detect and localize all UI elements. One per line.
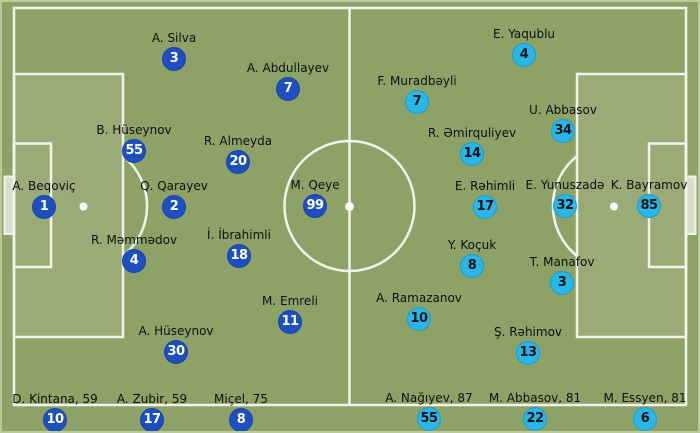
player-number-badge[interactable]: 22 xyxy=(523,407,547,431)
player-name: Y. Koçuk xyxy=(447,238,497,252)
penalty-spot-left xyxy=(79,202,88,211)
player-number-badge[interactable]: 3 xyxy=(162,47,186,71)
player-number-badge[interactable]: 32 xyxy=(553,194,577,218)
player-number-badge[interactable]: 55 xyxy=(417,407,441,431)
player-number-badge[interactable]: 55 xyxy=(122,139,146,163)
player-number-badge[interactable]: 6 xyxy=(633,407,657,431)
penalty-area-right xyxy=(575,72,688,339)
player-name: Q. Qarayev xyxy=(140,179,208,193)
player-number-badge[interactable]: 99 xyxy=(303,194,327,218)
player-number-badge[interactable]: 8 xyxy=(460,254,484,278)
player-name: R. Məmmədov xyxy=(90,233,178,247)
player-name: K. Bayramov xyxy=(610,178,688,192)
player-number-badge[interactable]: 13 xyxy=(516,341,540,365)
player-number-badge[interactable]: 4 xyxy=(512,43,536,67)
player-name: M. Qeye xyxy=(290,178,340,192)
substitute-name: M. Essyen, 81 xyxy=(603,391,687,405)
player-number-badge[interactable]: 10 xyxy=(43,408,67,432)
substitute-name: Miçel, 75 xyxy=(214,392,268,406)
player-number-badge[interactable]: 20 xyxy=(226,150,250,174)
player-number-badge[interactable]: 1 xyxy=(32,195,56,219)
center-spot xyxy=(345,202,354,211)
penalty-spot-right xyxy=(610,202,618,211)
player-name: İ. İbrahimli xyxy=(207,228,271,242)
substitute-name: M. Abbasov, 81 xyxy=(488,391,582,405)
player-name: R. Almeyda xyxy=(203,134,273,148)
penalty-arc-right xyxy=(551,155,578,257)
player-name: A. Silva xyxy=(151,31,197,45)
player-number-badge[interactable]: 14 xyxy=(460,142,484,166)
player-number-badge[interactable]: 7 xyxy=(276,77,300,101)
player-name: A. Abdullayev xyxy=(246,61,330,75)
substitute-name: A. Nağıyev, 87 xyxy=(385,391,473,405)
player-name: E. Yaqublu xyxy=(492,27,556,41)
player-number-badge[interactable]: 30 xyxy=(164,340,188,364)
player-name: E. Yunuszadə xyxy=(525,178,605,192)
player-name: M. Emreli xyxy=(262,294,318,308)
player-number-badge[interactable]: 3 xyxy=(550,271,574,295)
player-number-badge[interactable]: 8 xyxy=(229,408,253,432)
player-name: A. Beqoviç xyxy=(12,179,76,193)
player-number-badge[interactable]: 11 xyxy=(278,310,302,334)
goal-right xyxy=(685,175,697,235)
player-name: F. Muradbəyli xyxy=(377,74,457,88)
player-number-badge[interactable]: 18 xyxy=(227,244,251,268)
player-number-badge[interactable]: 10 xyxy=(407,307,431,331)
penalty-area-left xyxy=(12,72,125,339)
substitute-name: A. Zubir, 59 xyxy=(116,392,188,406)
player-name: R. Əmirquliyev xyxy=(427,126,517,140)
player-name: Ş. Rəhimov xyxy=(493,325,563,339)
penalty-arc-left xyxy=(122,155,149,257)
player-number-badge[interactable]: 85 xyxy=(637,194,661,218)
player-name: E. Rəhimli xyxy=(454,179,516,193)
player-name: A. Hüseynov xyxy=(138,324,214,338)
substitute-name: D. Kintana, 59 xyxy=(12,392,98,406)
player-number-badge[interactable]: 4 xyxy=(122,249,146,273)
player-number-badge[interactable]: 17 xyxy=(140,408,164,432)
player-name: U. Abbasov xyxy=(529,103,597,117)
player-number-badge[interactable]: 7 xyxy=(405,90,429,114)
player-name: T. Manafov xyxy=(529,255,595,269)
player-number-badge[interactable]: 17 xyxy=(473,195,497,219)
player-number-badge[interactable]: 34 xyxy=(551,119,575,143)
player-name: B. Hüseynov xyxy=(96,123,172,137)
center-circle xyxy=(283,139,416,273)
player-name: A. Ramazanov xyxy=(376,291,462,305)
player-number-badge[interactable]: 2 xyxy=(162,195,186,219)
